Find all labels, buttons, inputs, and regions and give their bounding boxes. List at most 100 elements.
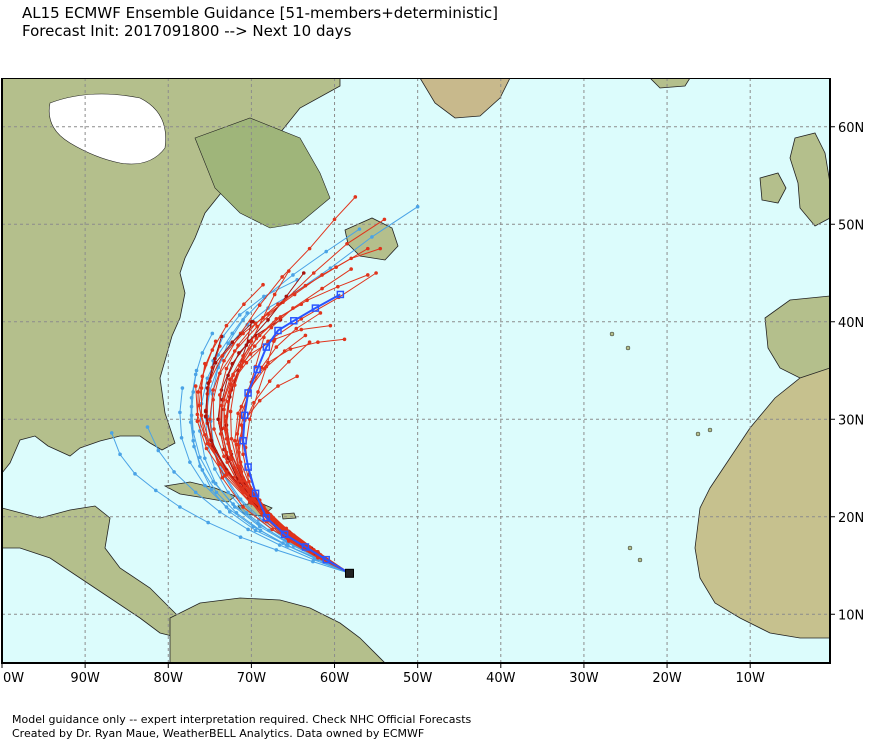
ensemble-track-point bbox=[193, 384, 198, 388]
lat-tick-label: 50N bbox=[838, 218, 864, 233]
ensemble-track-point bbox=[274, 317, 279, 321]
ensemble-track-point bbox=[145, 425, 150, 429]
map-subtitle: Forecast Init: 2017091800 --> Next 10 da… bbox=[22, 22, 352, 40]
ensemble-track-point bbox=[295, 374, 299, 379]
deterministic-track-point bbox=[290, 317, 298, 325]
lon-tick-label: 30W bbox=[569, 671, 599, 686]
ensemble-track-point bbox=[206, 520, 210, 525]
ensemble-track-point bbox=[189, 404, 194, 409]
ensemble-track-point bbox=[226, 490, 230, 495]
lon-tick-label: 20W bbox=[652, 671, 682, 686]
ensemble-track-point bbox=[365, 246, 370, 251]
ensemble-track-point bbox=[241, 452, 245, 457]
ensemble-track-point bbox=[234, 511, 239, 515]
canary-island bbox=[707, 427, 713, 433]
ensemble-track-point bbox=[301, 271, 306, 275]
ensemble-track-point bbox=[213, 467, 217, 471]
deterministic-track-point bbox=[311, 304, 320, 312]
ensemble-track-point bbox=[193, 490, 198, 495]
deterministic-track-point bbox=[244, 389, 252, 397]
ensemble-track-point bbox=[230, 331, 235, 336]
ensemble-track-point bbox=[328, 266, 333, 270]
ensemble-track-point bbox=[247, 417, 252, 422]
ensemble-track-point bbox=[249, 339, 254, 344]
ensemble-track-point bbox=[256, 521, 260, 526]
ensemble-track-point bbox=[239, 404, 244, 409]
ensemble-track-point bbox=[109, 431, 114, 435]
ensemble-track-point bbox=[219, 403, 224, 408]
hudson-bay bbox=[48, 93, 166, 165]
ensemble-track-point bbox=[206, 381, 210, 385]
africa bbox=[694, 367, 830, 639]
ensemble-track-point bbox=[374, 271, 378, 275]
ensemble-track-point bbox=[220, 354, 225, 358]
ensemble-track-point bbox=[311, 271, 316, 275]
ensemble-track-point bbox=[342, 337, 347, 342]
lat-tick-label: 60N bbox=[838, 121, 864, 136]
deterministic-track-line bbox=[242, 293, 351, 575]
ensemble-track-point bbox=[210, 331, 215, 336]
ensemble-track-point bbox=[291, 273, 295, 277]
ensemble-track-point bbox=[210, 348, 215, 352]
ensemble-track-point bbox=[267, 379, 272, 384]
ensemble-track-point bbox=[299, 302, 304, 306]
ensemble-track-point bbox=[276, 384, 280, 388]
ensemble-track-point bbox=[242, 484, 247, 489]
ensemble-track-point bbox=[261, 282, 265, 287]
ensemble-track-point bbox=[415, 204, 420, 209]
lon-tick-label: 10W bbox=[735, 671, 765, 686]
ensemble-track-point bbox=[249, 319, 254, 324]
ensemble-track-point bbox=[242, 302, 246, 306]
ensemble-track-point bbox=[180, 386, 185, 390]
ensemble-track-point bbox=[209, 438, 214, 443]
lat-tick-label: 40N bbox=[838, 316, 864, 331]
deterministic-track-point bbox=[274, 326, 282, 335]
ensemble-track-point bbox=[284, 294, 289, 299]
ensemble-track-point bbox=[178, 410, 182, 415]
ensemble-track-point bbox=[277, 543, 282, 547]
deterministic-track-point bbox=[244, 463, 252, 471]
ensemble-track-point bbox=[244, 343, 249, 347]
azores-island bbox=[625, 345, 631, 351]
ensemble-track-point bbox=[198, 455, 202, 460]
ensemble-track-point bbox=[280, 275, 284, 279]
ensemble-track-point bbox=[274, 345, 279, 349]
ensemble-track-point bbox=[209, 487, 214, 492]
ensemble-track-point bbox=[218, 462, 222, 466]
ensemble-track-point bbox=[218, 432, 223, 436]
ensemble-track-point bbox=[264, 364, 269, 369]
ensemble-track-point bbox=[189, 396, 194, 400]
ensemble-track-point bbox=[253, 321, 258, 326]
ensemble-track-point bbox=[237, 313, 242, 317]
ensemble-track-point bbox=[307, 246, 312, 251]
ensemble-track-point bbox=[205, 441, 210, 446]
ensemble-track-point bbox=[195, 419, 200, 424]
ensemble-track-point bbox=[213, 360, 218, 365]
ensemble-track-point bbox=[370, 235, 374, 239]
ensemble-track-point bbox=[153, 488, 158, 493]
ensemble-track-point bbox=[200, 468, 205, 472]
ensemble-track-point bbox=[208, 417, 212, 422]
ensemble-track-point bbox=[203, 361, 207, 366]
ensemble-track-point bbox=[188, 460, 192, 464]
ensemble-track-point bbox=[307, 340, 312, 345]
ensemble-track-point bbox=[311, 559, 315, 564]
lat-tick-label: 20N bbox=[838, 511, 864, 526]
ensemble-track-point bbox=[291, 533, 296, 538]
ensemble-track-point bbox=[276, 302, 280, 306]
ensemble-track-point bbox=[248, 352, 253, 356]
ensemble-track-point bbox=[299, 327, 304, 332]
ensemble-track-point bbox=[193, 372, 198, 377]
ensemble-track-point bbox=[246, 527, 250, 532]
ensemble-track-point bbox=[238, 497, 243, 502]
ensemble-track-point bbox=[222, 454, 226, 459]
puerto-rico bbox=[281, 512, 297, 520]
storm-origin-marker bbox=[344, 568, 354, 578]
lat-tick-label: 10N bbox=[838, 608, 864, 623]
ensemble-track-point bbox=[222, 358, 226, 363]
ensemble-track-point bbox=[320, 286, 324, 291]
map-frame bbox=[1, 78, 831, 664]
ensemble-track-point bbox=[216, 417, 220, 422]
ensemble-track-point bbox=[204, 446, 209, 451]
ensemble-track-point bbox=[236, 343, 240, 347]
